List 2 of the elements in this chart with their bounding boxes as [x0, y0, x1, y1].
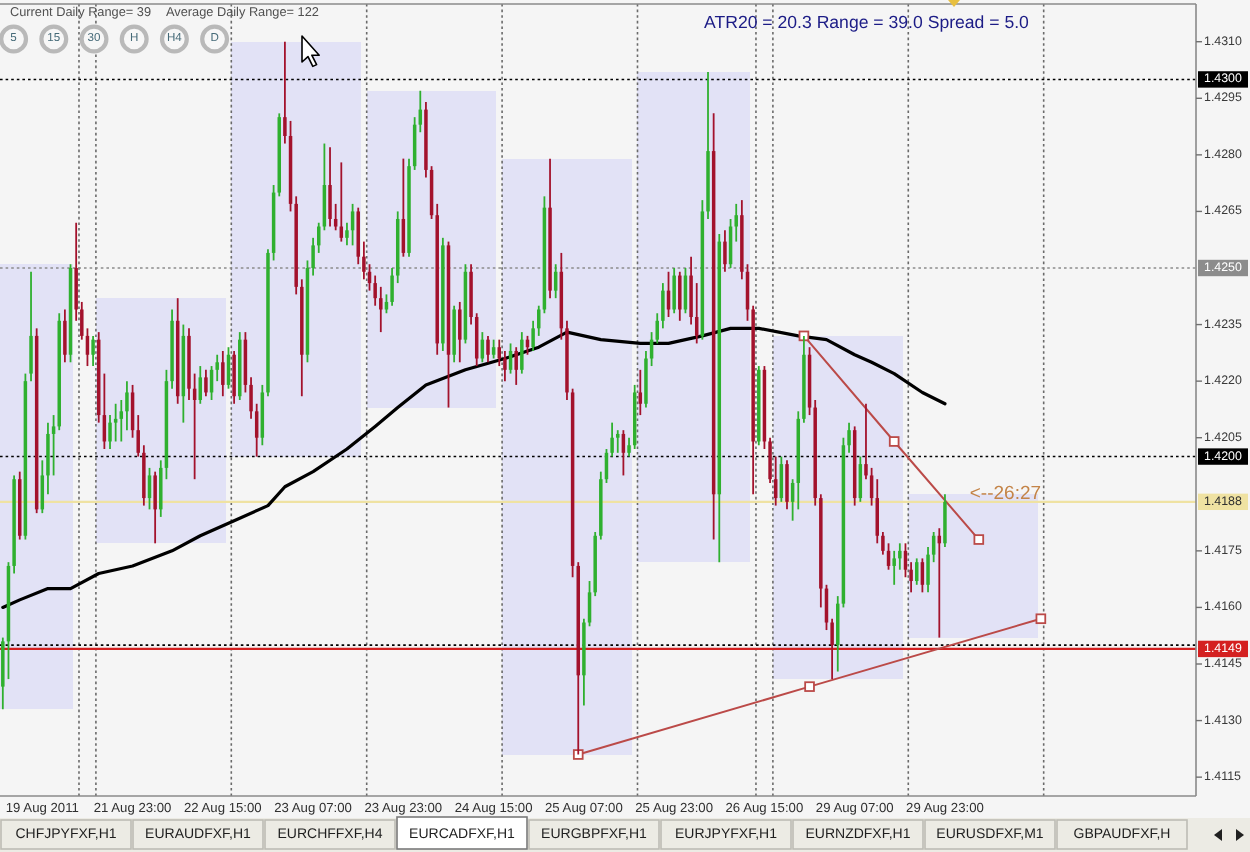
annotation: ATR20 = 20.3 Range = 39.0 Spread = 5.0	[704, 12, 1030, 32]
annotation: <--26:27	[969, 482, 1042, 505]
